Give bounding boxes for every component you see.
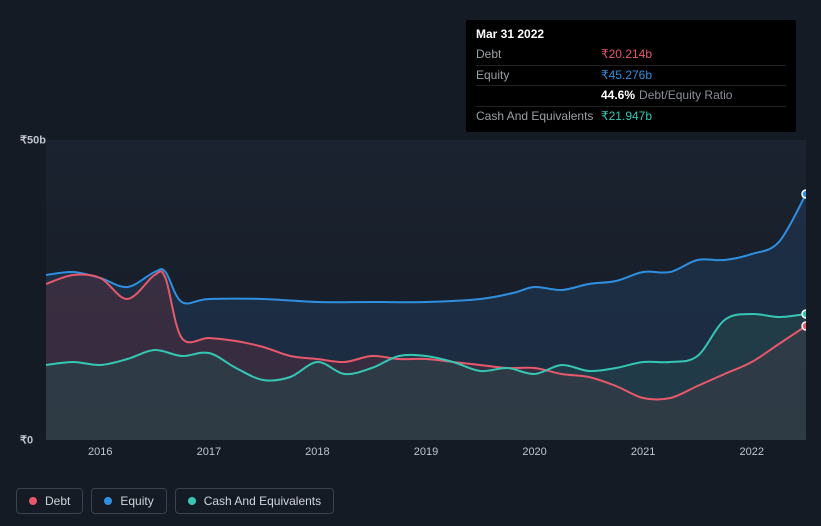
tooltip-row: 44.6% Debt/Equity Ratio: [476, 85, 786, 105]
series-end-marker: [802, 322, 806, 330]
y-axis-tick: ₹50b: [20, 134, 46, 147]
legend-item[interactable]: Debt: [16, 488, 83, 514]
x-axis-tick: 2016: [88, 446, 112, 458]
x-axis-tick: 2021: [631, 446, 655, 458]
x-axis-tick: 2018: [305, 446, 329, 458]
tooltip-row: Equity₹45.276b: [476, 65, 786, 85]
chart-tooltip: Mar 31 2022 Debt₹20.214bEquity₹45.276b44…: [466, 20, 796, 132]
legend-dot-icon: [104, 497, 112, 505]
x-axis-tick: 2020: [522, 446, 546, 458]
legend-dot-icon: [188, 497, 196, 505]
tooltip-row-value: ₹20.214b: [601, 46, 652, 63]
chart-legend: Debt Equity Cash And Equivalents: [16, 488, 334, 514]
tooltip-row-value: ₹45.276b: [601, 67, 652, 84]
tooltip-row: Debt₹20.214b: [476, 45, 786, 64]
debt-equity-chart[interactable]: ₹50b ₹0 2016 2017 2018 2019 2020 2021 2022: [16, 120, 806, 470]
x-axis-tick: 2019: [414, 446, 438, 458]
legend-label: Equity: [120, 494, 153, 508]
chart-plot-area[interactable]: [46, 140, 806, 440]
tooltip-row-value: 44.6%: [601, 87, 635, 104]
series-end-marker: [802, 190, 806, 198]
tooltip-row-extra: Debt/Equity Ratio: [639, 87, 732, 104]
legend-item[interactable]: Equity: [91, 488, 166, 514]
tooltip-date: Mar 31 2022: [476, 26, 786, 43]
x-axis-tick: 2022: [739, 446, 763, 458]
legend-dot-icon: [29, 497, 37, 505]
series-end-marker: [802, 310, 806, 318]
tooltip-row-label: Debt: [476, 46, 601, 63]
tooltip-row-label: Equity: [476, 67, 601, 84]
y-axis-tick: ₹0: [20, 434, 33, 447]
legend-label: Cash And Equivalents: [204, 494, 321, 508]
legend-label: Debt: [45, 494, 70, 508]
legend-item[interactable]: Cash And Equivalents: [175, 488, 334, 514]
tooltip-row-label: [476, 87, 601, 104]
x-axis-tick: 2017: [197, 446, 221, 458]
